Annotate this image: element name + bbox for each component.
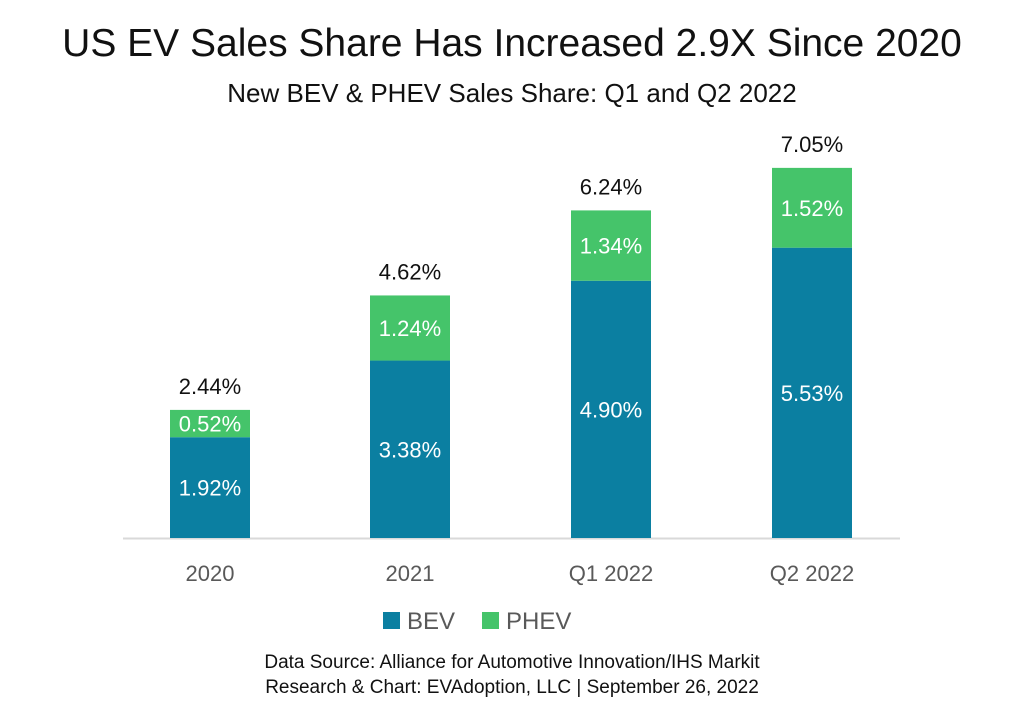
data-label-phev: 1.24%	[379, 316, 441, 341]
legend-label-bev: BEV	[407, 608, 455, 635]
legend-label-phev: PHEV	[506, 608, 571, 635]
x-tick-label: Q2 2022	[770, 561, 854, 586]
total-label: 4.62%	[379, 259, 441, 284]
chart-credit: Research & Chart: EVAdoption, LLC | Sept…	[265, 677, 759, 698]
x-tick-label: 2020	[186, 561, 235, 586]
data-label-phev: 0.52%	[179, 412, 241, 437]
data-label-bev: 5.53%	[781, 381, 843, 406]
bar-bev	[170, 437, 250, 538]
bar-phev	[370, 295, 450, 361]
bar-phev	[772, 167, 852, 248]
legend-swatch-bev	[383, 612, 400, 629]
data-source: Data Source: Alliance for Automotive Inn…	[264, 652, 760, 673]
data-label-phev: 1.52%	[781, 196, 843, 221]
data-label-phev: 1.34%	[580, 234, 642, 259]
legend-swatch-phev	[482, 612, 499, 629]
bar-bev	[571, 280, 651, 538]
data-label-bev: 3.38%	[379, 437, 441, 462]
total-label: 2.44%	[179, 374, 241, 399]
total-label: 7.05%	[781, 132, 843, 157]
total-label: 6.24%	[580, 174, 642, 199]
chart-subtitle: New BEV & PHEV Sales Share: Q1 and Q2 20…	[227, 78, 797, 108]
bar-phev	[170, 409, 250, 438]
x-tick-label: 2021	[386, 561, 435, 586]
data-label-bev: 1.92%	[179, 476, 241, 501]
bar-phev	[571, 210, 651, 281]
data-label-bev: 4.90%	[580, 397, 642, 422]
x-tick-label: Q1 2022	[569, 561, 653, 586]
chart-title: US EV Sales Share Has Increased 2.9X Sin…	[62, 22, 962, 65]
bar-bev	[772, 247, 852, 539]
bar-bev	[370, 360, 450, 538]
